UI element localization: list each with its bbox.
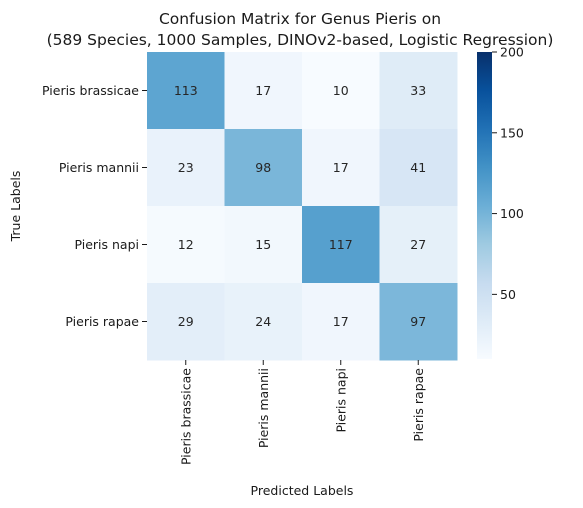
chart-title-line-2: (589 Species, 1000 Samples, DINOv2-based…	[47, 31, 554, 49]
colorbar	[477, 52, 492, 359]
x-tick-label: Pieris napi	[333, 368, 348, 433]
heatmap-cell-value: 17	[255, 83, 271, 98]
heatmap-cell-value: 17	[333, 160, 349, 175]
heatmap-cell-value: 15	[255, 237, 271, 252]
heatmap-cell-value: 10	[333, 83, 349, 98]
y-tick-label: Pieris mannii	[59, 160, 139, 175]
heatmap-cell-value: 33	[410, 83, 426, 98]
x-tick-label: Pieris rapae	[411, 368, 426, 442]
x-tick-label: Pieris mannii	[256, 368, 271, 448]
y-axis-label: True Labels	[8, 171, 23, 243]
chart-title-line-1: Confusion Matrix for Genus Pieris on	[159, 10, 441, 28]
x-tick-label: Pieris brassicae	[178, 368, 193, 465]
y-axis-ticks: Pieris brassicae Pieris mannii Pieris napi…	[42, 83, 147, 329]
colorbar-tick-label: 150	[500, 125, 524, 140]
x-axis-ticks: Pieris brassicae Pieris mannii Pieris napi…	[178, 360, 426, 465]
colorbar-tick-label: 100	[500, 206, 524, 221]
heatmap-cell-value: 113	[174, 83, 198, 98]
y-tick-label: Pieris brassicae	[42, 83, 139, 98]
heatmap-cell-value: 27	[410, 237, 426, 252]
heatmap-cell-value: 17	[333, 314, 349, 329]
heatmap-cell-value: 117	[329, 237, 353, 252]
heatmap-cell-value: 12	[178, 237, 194, 252]
colorbar-tick-label: 50	[500, 287, 516, 302]
heatmap-cell-value: 23	[178, 160, 194, 175]
y-tick-label: Pieris napi	[74, 237, 139, 252]
y-tick-label: Pieris rapae	[65, 314, 139, 329]
heatmap-cell-value: 97	[410, 314, 426, 329]
x-axis-label: Predicted Labels	[251, 483, 354, 498]
colorbar-ticks: 50 100 150 200	[492, 45, 524, 302]
heatmap-cell-value: 98	[255, 160, 271, 175]
heatmap-cell-value: 41	[410, 160, 426, 175]
heatmap-cell-value: 24	[255, 314, 271, 329]
colorbar-tick-label: 200	[500, 45, 524, 60]
heatmap-cell-value: 29	[178, 314, 194, 329]
